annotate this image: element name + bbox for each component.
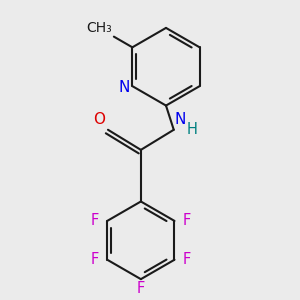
Text: H: H <box>187 122 197 137</box>
Text: F: F <box>183 252 191 267</box>
Text: F: F <box>183 213 191 228</box>
Text: F: F <box>91 213 99 228</box>
Text: CH₃: CH₃ <box>86 21 112 35</box>
Text: F: F <box>137 281 145 296</box>
Text: O: O <box>93 112 105 127</box>
Text: N: N <box>175 112 186 127</box>
Text: N: N <box>118 80 130 94</box>
Text: F: F <box>91 252 99 267</box>
